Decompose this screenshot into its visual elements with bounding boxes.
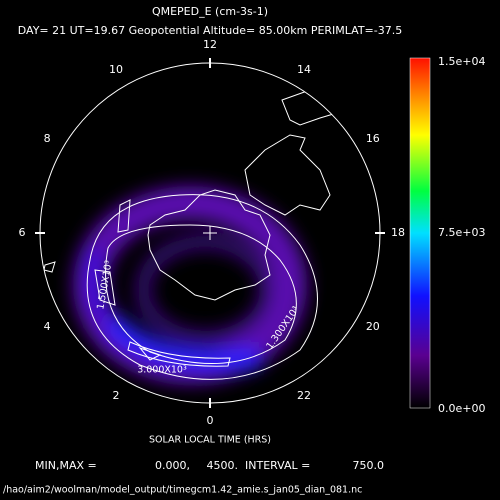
max-value: 4500. <box>207 459 239 472</box>
interval-label: INTERVAL = <box>245 459 310 472</box>
contour-label: 3.000X10³ <box>137 365 187 376</box>
hour-label: 8 <box>44 132 51 145</box>
colorbar <box>409 57 431 409</box>
hour-label: 14 <box>297 63 311 76</box>
cardinal-ticks <box>35 58 385 408</box>
min-value: 0.000, <box>155 459 190 472</box>
title: QMEPED_E (cm-3s-1) <box>152 5 268 18</box>
hour-label: 2 <box>113 389 120 402</box>
aurora-oval <box>73 186 307 384</box>
contours <box>86 194 318 380</box>
colorbar-label: 1.5e+04 <box>438 55 485 68</box>
file-path: /hao/aim2/woolman/model_output/timegcm1.… <box>3 485 362 496</box>
colorbar-label: 7.5e+03 <box>438 226 485 239</box>
interval-value: 750.0 <box>353 459 385 472</box>
hour-label: 20 <box>366 320 380 333</box>
hour-label: 6 <box>19 226 26 239</box>
hour-label: 22 <box>297 389 311 402</box>
pole-marker <box>203 226 217 240</box>
hour-label: 12 <box>203 38 217 51</box>
colorbar-label: 0.0e+00 <box>438 402 485 415</box>
hour-label: 0 <box>207 414 214 427</box>
hour-label: 4 <box>44 320 51 333</box>
minmax-label: MIN,MAX = <box>35 459 97 472</box>
hour-label: 16 <box>366 132 380 145</box>
hour-label: 10 <box>109 63 123 76</box>
axis-label: SOLAR LOCAL TIME (HRS) <box>149 435 271 446</box>
subtitle: DAY= 21 UT=19.67 Geopotential Altitude= … <box>18 24 402 37</box>
map <box>43 81 361 384</box>
hour-label: 18 <box>391 226 405 239</box>
